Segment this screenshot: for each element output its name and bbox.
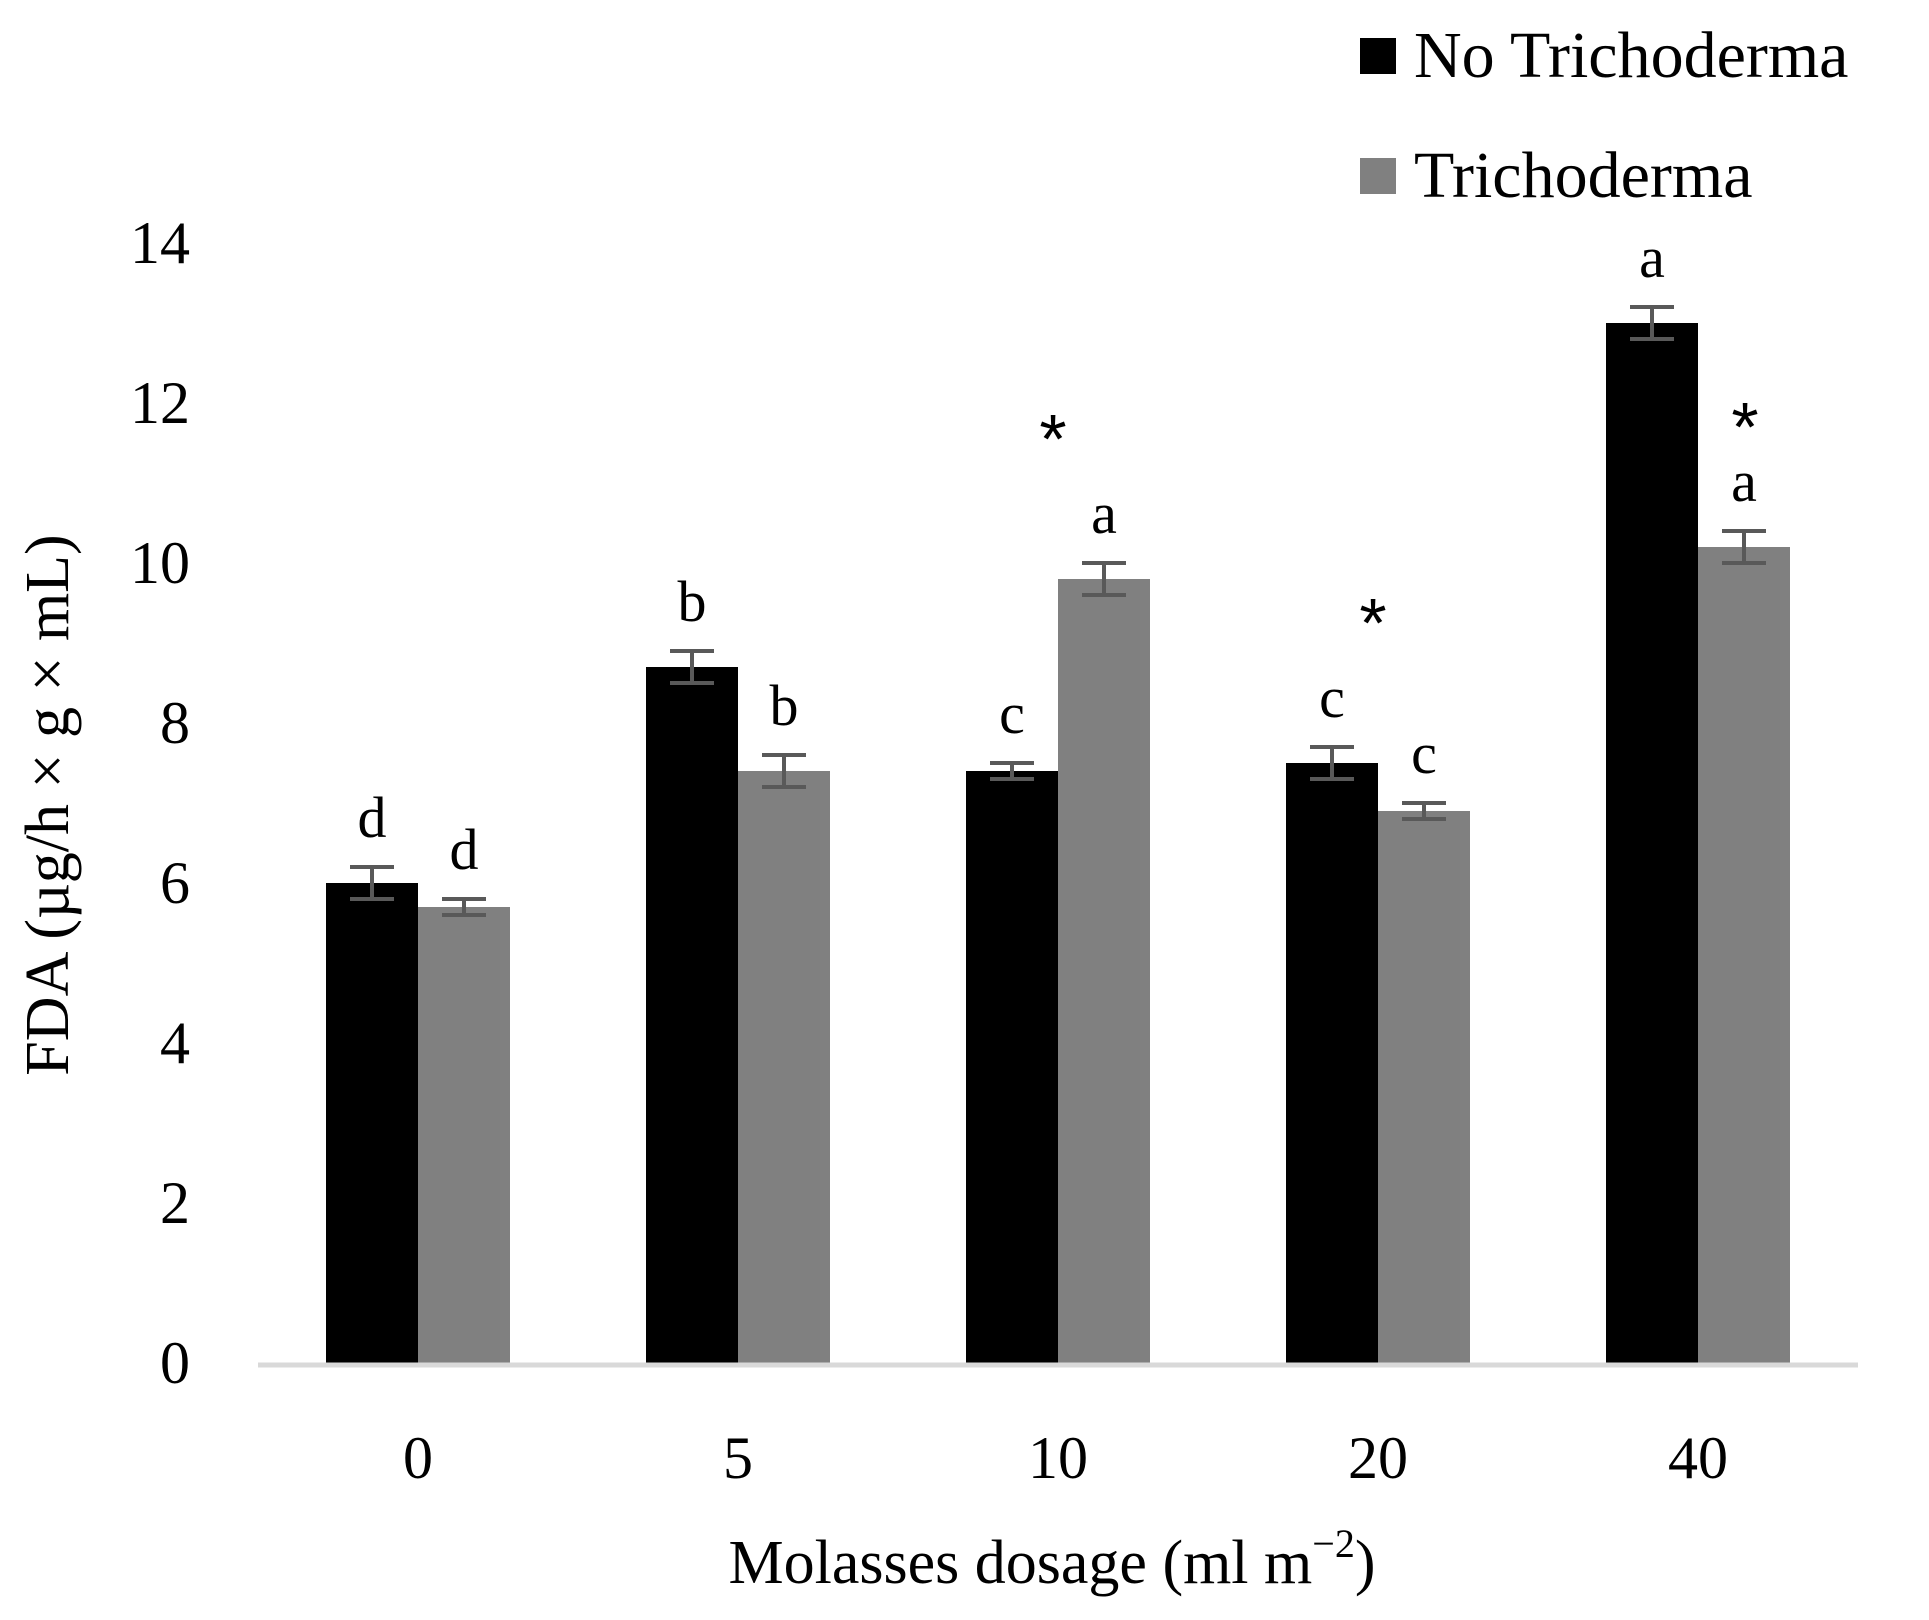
significance-letter: d [450,817,479,882]
x-axis-ticks: 0 5 10 20 40 [403,1425,1728,1491]
error-bar [350,865,394,901]
bar-no-trichoderma-40 [1606,323,1698,1363]
y-tick-label: 10 [130,530,190,596]
significance-letter: a [1091,481,1117,546]
significance-letter: c [999,681,1025,746]
bar-trichoderma-10 [1058,579,1150,1363]
error-bar [1722,529,1766,565]
y-tick-label: 2 [160,1170,190,1236]
bar-trichoderma-40 [1698,547,1790,1363]
bar-no-trichoderma-20 [1286,763,1378,1363]
error-bar [1310,745,1354,781]
x-axis-title-superscript: −2 [1312,1521,1355,1566]
error-bar [1082,561,1126,597]
significance-letter: c [1411,721,1437,786]
y-tick-label: 4 [160,1010,190,1076]
significance-letter: c [1319,665,1345,730]
significance-star: * [1731,388,1758,466]
y-tick-label: 12 [130,370,190,436]
bar-no-trichoderma-5 [646,667,738,1363]
error-bar [1630,305,1674,341]
error-bar [762,753,806,789]
significance-stars: * * * [1039,388,1758,662]
error-bar [442,897,486,917]
x-axis-title-main: Molasses dosage (ml m [729,1529,1313,1597]
significance-star: * [1039,400,1066,478]
legend-swatch-trichoderma [1360,158,1396,194]
significance-letter: d [358,785,387,850]
significance-star: * [1359,584,1386,662]
significance-letter: a [1639,225,1665,290]
y-tick-label: 0 [160,1330,190,1396]
x-tick-label: 20 [1348,1425,1408,1491]
bar-trichoderma-20 [1378,811,1470,1363]
legend-swatch-no-trichoderma [1360,38,1396,74]
legend-label-trichoderma: Trichoderma [1414,139,1753,212]
significance-letter: b [678,569,707,634]
bar-trichoderma-0 [418,907,510,1363]
error-bars [350,305,1766,917]
bar-no-trichoderma-0 [326,883,418,1363]
y-axis-ticks: 0 2 4 6 8 10 12 14 [130,210,190,1396]
y-axis-title: FDA (µg/h × g × mL) [14,534,82,1075]
x-axis-title: Molasses dosage (ml m−2) [729,1521,1376,1597]
legend-label-no-trichoderma: No Trichoderma [1414,19,1848,92]
y-tick-label: 14 [130,210,190,276]
x-tick-label: 0 [403,1425,433,1491]
legend: No Trichoderma Trichoderma [1360,19,1848,212]
significance-letter: b [770,673,799,738]
significance-letter: a [1731,449,1757,514]
x-axis-title-end: ) [1355,1529,1376,1597]
y-tick-label: 6 [160,850,190,916]
bar-no-trichoderma-10 [966,771,1058,1363]
error-bar [670,649,714,685]
error-bar [990,761,1034,781]
bar-trichoderma-5 [738,771,830,1363]
error-bar [1402,801,1446,821]
y-tick-label: 8 [160,690,190,756]
x-tick-label: 5 [723,1425,753,1491]
significance-letters: d d bb c a c c a a [358,225,1757,882]
x-tick-label: 40 [1668,1425,1728,1491]
x-tick-label: 10 [1028,1425,1088,1491]
bars [326,323,1790,1363]
